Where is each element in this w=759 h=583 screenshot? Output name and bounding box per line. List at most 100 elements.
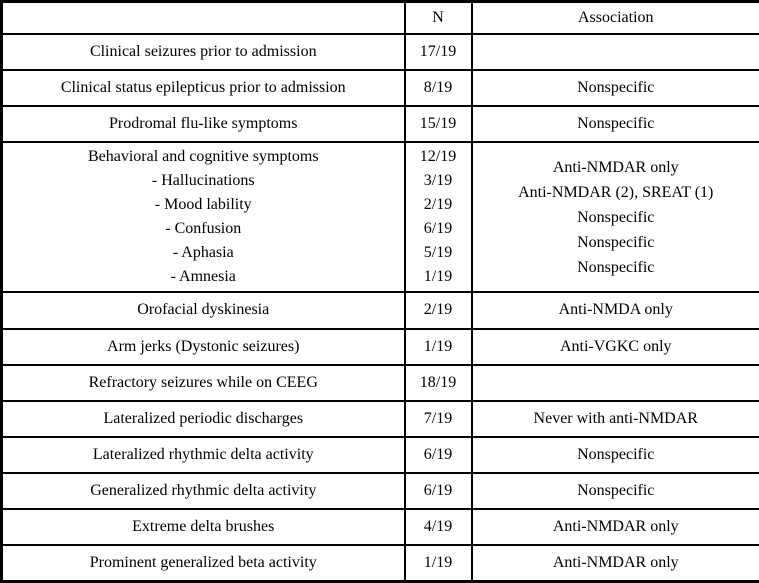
feature-cell: Prominent generalized beta activity	[0, 544, 406, 583]
cell-line: 8/19	[423, 78, 453, 96]
cell-line: Never with anti-NMDAR	[533, 409, 698, 427]
feature-cell: Lateralized periodic discharges	[0, 399, 406, 438]
cell-line: Clinical seizures prior to admission	[89, 42, 317, 60]
cell-line: Lateralized periodic discharges	[103, 409, 304, 427]
feature-cell: Orofacial dyskinesia	[0, 291, 406, 330]
feature-cell: Clinical seizures prior to admission	[0, 32, 406, 71]
table-row: Lateralized rhythmic delta activity 6/19…	[0, 435, 759, 475]
association-cell: Anti-VGKC only	[470, 327, 759, 366]
feature-cell: Prodromal flu-like symptoms	[0, 104, 406, 143]
table-row: Orofacial dyskinesia 2/19 Anti-NMDA only	[0, 291, 759, 330]
n-cell: 2/19	[403, 291, 473, 330]
n-cell: 7/19	[403, 399, 473, 438]
cell-line: 1/19	[423, 337, 453, 355]
cell-line: 7/19	[423, 409, 453, 427]
cell-line: Refractory seizures while on CEEG	[88, 373, 318, 391]
cell-line: Anti-NMDAR only	[552, 158, 679, 176]
header-feature	[0, 0, 406, 35]
association-cell: Anti-NMDAR only	[470, 508, 759, 547]
table-body: Clinical seizures prior to admission 17/…	[0, 32, 759, 583]
cell-line: Nonspecific	[577, 445, 655, 463]
cell-line: Nonspecific	[577, 114, 655, 132]
n-cell: 15/19	[403, 104, 473, 143]
cell-line: 18/19	[419, 373, 457, 391]
cell-line: 5/19	[423, 244, 453, 262]
n-cell: 8/19	[403, 68, 473, 107]
feature-cell: Refractory seizures while on CEEG	[0, 363, 406, 402]
n-cell: 4/19	[403, 508, 473, 547]
feature-cell: Clinical status epilepticus prior to adm…	[0, 68, 406, 107]
cell-line: Arm jerks (Dystonic seizures)	[107, 337, 300, 355]
n-cell: 17/19	[403, 32, 473, 71]
table-row: Prominent generalized beta activity 1/19…	[0, 544, 759, 583]
cell-line: 12/19	[419, 148, 457, 166]
header-association: Association	[470, 0, 759, 35]
cell-line: 15/19	[419, 114, 457, 132]
association-cell: Nonspecific	[470, 472, 759, 511]
cell-line: Nonspecific	[577, 233, 655, 251]
cell-line: 6/19	[423, 220, 453, 238]
cell-line: 2/19	[423, 196, 453, 214]
table-row: Behavioral and cognitive symptoms - Hallu…	[0, 140, 759, 294]
table-row: Extreme delta brushes 4/19 Anti-NMDAR on…	[0, 508, 759, 547]
cell-line: - Aphasia	[172, 244, 234, 262]
cell-line: Generalized rhythmic delta activity	[90, 482, 317, 500]
header-row: N Association	[0, 0, 759, 35]
n-cell: 18/19	[403, 363, 473, 402]
n-cell: 1/19	[403, 327, 473, 366]
association-cell: Anti-NMDA only	[470, 291, 759, 330]
cell-line: - Confusion	[165, 220, 242, 238]
association-cell: Nonspecific	[470, 68, 759, 107]
cell-line: Anti-NMDAR (2), SREAT (1)	[518, 183, 714, 201]
cell-line: Clinical status epilepticus prior to adm…	[60, 78, 346, 96]
association-cell: Nonspecific	[470, 104, 759, 143]
association-cell: Never with anti-NMDAR	[470, 399, 759, 438]
feature-cell: Behavioral and cognitive symptoms - Hallu…	[0, 140, 406, 294]
table-row: Clinical seizures prior to admission 17/…	[0, 32, 759, 71]
cell-line: Extreme delta brushes	[132, 518, 275, 536]
table-row: Generalized rhythmic delta activity 6/19…	[0, 472, 759, 511]
cell-line: Behavioral and cognitive symptoms	[87, 148, 319, 166]
cell-line: Nonspecific	[577, 78, 655, 96]
table-row: Clinical status epilepticus prior to adm…	[0, 68, 759, 107]
cell-line: Orofacial dyskinesia	[137, 301, 270, 319]
cell-line: Nonspecific	[577, 208, 655, 226]
cell-line: Anti-NMDAR only	[552, 518, 679, 536]
cell-line: 6/19	[423, 445, 453, 463]
cell-line: Anti-NMDA only	[558, 301, 673, 319]
cell-line: Lateralized rhythmic delta activity	[92, 445, 314, 463]
table-row: Arm jerks (Dystonic seizures) 1/19 Anti-…	[0, 327, 759, 366]
association-cell: Nonspecific	[470, 435, 759, 475]
n-cell: 1/19	[403, 544, 473, 583]
cell-line: Anti-NMDAR only	[552, 554, 679, 572]
table-header: N Association	[0, 0, 759, 35]
table-row: Lateralized periodic discharges 7/19 Nev…	[0, 399, 759, 438]
cell-line: Anti-VGKC only	[559, 337, 672, 355]
association-cell: Anti-NMDAR only	[470, 544, 759, 583]
cell-line: 1/19	[423, 554, 453, 572]
table-row: Refractory seizures while on CEEG 18/19	[0, 363, 759, 402]
cell-line: Nonspecific	[577, 482, 655, 500]
cell-line: 6/19	[423, 482, 453, 500]
cell-line: - Mood lability	[154, 196, 252, 214]
association-cell: Anti-NMDAR only Anti-NMDAR (2), SREAT (1)…	[470, 140, 759, 294]
cell-line: Prominent generalized beta activity	[89, 554, 317, 572]
feature-cell: Extreme delta brushes	[0, 508, 406, 547]
cell-line: 3/19	[423, 172, 453, 190]
header-n: N	[403, 0, 473, 35]
cell-line: 1/19	[423, 268, 453, 286]
association-cell	[470, 363, 759, 402]
cell-line: - Amnesia	[170, 268, 236, 286]
cell-line: 17/19	[419, 42, 457, 60]
cell-line: Prodromal flu-like symptoms	[109, 114, 298, 132]
cell-line: - Hallucinations	[151, 172, 255, 190]
feature-cell: Lateralized rhythmic delta activity	[0, 435, 406, 475]
cell-line: 2/19	[423, 301, 453, 319]
cell-line: Nonspecific	[577, 258, 655, 276]
table-row: Prodromal flu-like symptoms 15/19 Nonspe…	[0, 104, 759, 143]
n-cell: 12/19 3/19 2/19 6/19 5/19 1/19	[403, 140, 473, 294]
association-cell	[470, 32, 759, 71]
n-cell: 6/19	[403, 435, 473, 475]
